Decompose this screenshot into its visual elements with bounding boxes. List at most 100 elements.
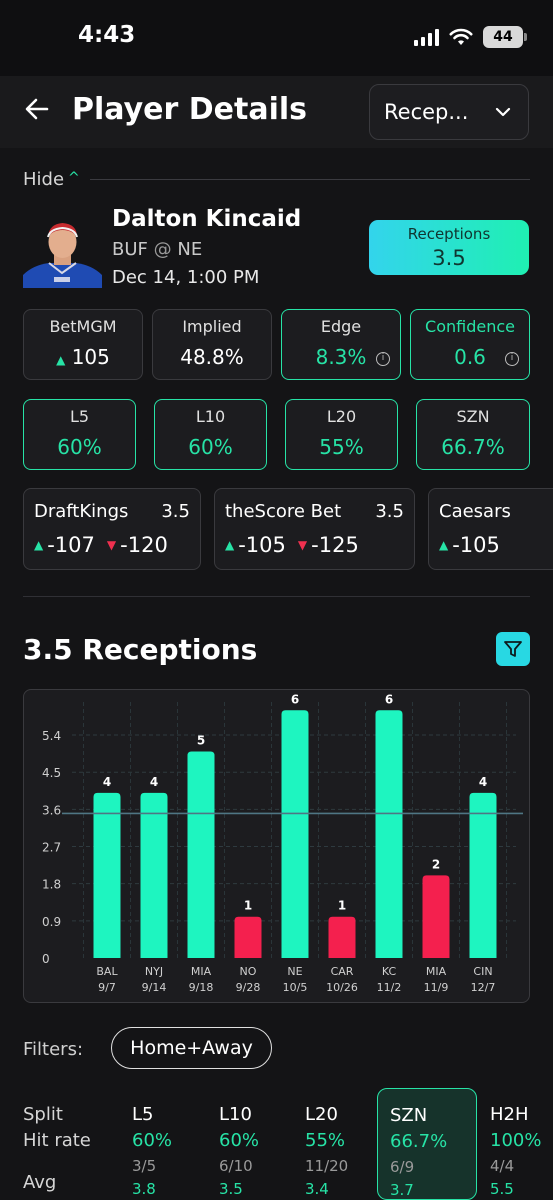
stat-value: 60% [188,435,233,459]
x-tick-opponent: NO [240,965,257,978]
hit-rate-card-l10[interactable]: L10 60% [154,399,267,470]
stat-value: 60% [57,435,102,459]
bar [469,792,497,958]
split-avg: 3.5 [219,1180,243,1198]
bar-value-label: 4 [150,775,158,789]
team: BUF [112,239,148,260]
bar [328,916,356,958]
x-tick-date: 9/18 [189,981,214,994]
split-name: L20 [305,1104,338,1125]
opponent: NE [177,239,203,260]
bar [281,710,309,958]
section-divider [23,596,530,597]
stat-value: 55% [319,435,364,459]
up-triangle-icon: ▲ [34,538,44,552]
prop-value: 3.5 [432,246,466,270]
market-select-value: Recep... [384,100,469,124]
filter-icon [504,641,522,657]
split-column-l5[interactable]: L5 60% 3/5 3.8 [122,1088,222,1200]
split-name: H2H [490,1104,529,1125]
split-column-szn[interactable]: SZN 66.7% 6/9 3.7 [377,1088,477,1200]
split-avg: 5.5 [490,1180,514,1198]
app-header: Player Details Recep... [0,76,553,148]
hit-rate-card-szn[interactable]: SZN 66.7% [416,399,530,470]
sportsbook-card-thescore[interactable]: theScore Bet 3.5 ▲ -105 ▼ -125 [214,488,415,570]
stat-label: L5 [69,407,90,426]
split-column-l20[interactable]: L20 55% 11/20 3.4 [295,1088,395,1200]
x-tick-opponent: CAR [331,965,354,978]
book-odds: ▲ -105 ▼ -125 [225,533,359,557]
split-count: 11/20 [305,1157,349,1175]
split-hit-rate: 55% [305,1130,346,1151]
matchup: BUF @ NE [112,239,202,260]
bar-value-label: 4 [103,775,111,789]
hit-rate-card-l5[interactable]: L5 60% [23,399,136,470]
split-hit-rate: 60% [219,1130,260,1151]
down-triangle-icon: ▼ [106,538,117,552]
stat-label: L20 [326,407,357,426]
info-icon[interactable]: i [376,352,390,366]
status-icons: 44 [414,26,527,48]
bar-value-label: 4 [479,775,487,789]
up-triangle-icon: ▲ [225,538,235,552]
y-tick-label: 3.6 [42,803,61,817]
stat-value: 0.6 [454,345,486,369]
y-tick-label: 2.7 [42,841,61,855]
bar-value-label: 6 [291,692,299,706]
x-tick-date: 10/26 [326,981,358,994]
bar-value-label: 1 [244,899,252,913]
hide-toggle[interactable]: Hide ^ [23,168,530,190]
info-icon[interactable]: i [505,352,519,366]
confidence-card[interactable]: Confidence 0.6 i [410,309,530,380]
market-select[interactable]: Recep... [369,84,529,140]
implied-card: Implied 48.8% [152,309,272,380]
hide-label: Hide [23,168,65,190]
status-bar: 4:43 44 [0,0,553,70]
stat-label: SZN [456,407,490,426]
split-count: 6/10 [219,1157,253,1175]
hit-rate-card-l20[interactable]: L20 55% [285,399,398,470]
x-tick-opponent: BAL [96,965,118,978]
x-tick-date: 9/14 [142,981,167,994]
back-arrow-icon[interactable] [22,94,52,124]
x-tick-opponent: MIA [191,965,212,978]
split-column-l10[interactable]: L10 60% 6/10 3.5 [208,1088,308,1200]
stat-label: Confidence [425,317,515,336]
stat-value: 66.7% [441,435,505,459]
divider [89,178,530,180]
split-avg: 3.7 [390,1181,414,1199]
home-away-filter[interactable]: Home+Away [111,1027,272,1069]
split-count: 6/9 [390,1158,415,1176]
bar [422,875,450,958]
stat-value: 48.8% [180,345,244,369]
x-tick-date: 12/7 [471,981,496,994]
split-count: 3/5 [132,1157,157,1175]
split-table: Split Hit rate Avg L5 60% 3/5 3.8 L10 60… [0,1088,553,1200]
bar [375,710,403,958]
player-avatar [23,213,102,288]
prop-badge[interactable]: Receptions 3.5 [369,220,529,275]
prop-label: Receptions [407,225,491,243]
stat-label: L10 [195,407,226,426]
chevron-up-icon: ^ [68,169,80,186]
filter-button[interactable] [496,632,530,666]
bar [234,916,262,958]
split-avg: 3.8 [132,1180,156,1198]
up-triangle-icon: ▲ [439,538,449,552]
x-tick-opponent: CIN [473,965,492,978]
wifi-icon [449,28,473,45]
stat-value: 8.3% [315,345,367,369]
sportsbook-card-caesars[interactable]: Caesars ▲ -105 [428,488,553,570]
bar-value-label: 6 [385,692,393,706]
split-hit-rate: 100% [490,1130,542,1151]
book-name: DraftKings [34,501,129,522]
split-hit-rate: 66.7% [390,1131,448,1152]
split-hit-rate: 60% [132,1130,173,1151]
y-tick-label: 4.5 [42,766,61,780]
book-name: theScore Bet [225,501,342,522]
stat-label: BetMGM [49,317,117,336]
split-column-h2h[interactable]: H2H 100% 4/4 5.5 [480,1088,553,1200]
game-date: Dec 14, 1:00 PM [112,267,260,288]
edge-card[interactable]: Edge 8.3% i [281,309,401,380]
sportsbook-card-draftkings[interactable]: DraftKings 3.5 ▲ -107 ▼ -120 [23,488,201,570]
